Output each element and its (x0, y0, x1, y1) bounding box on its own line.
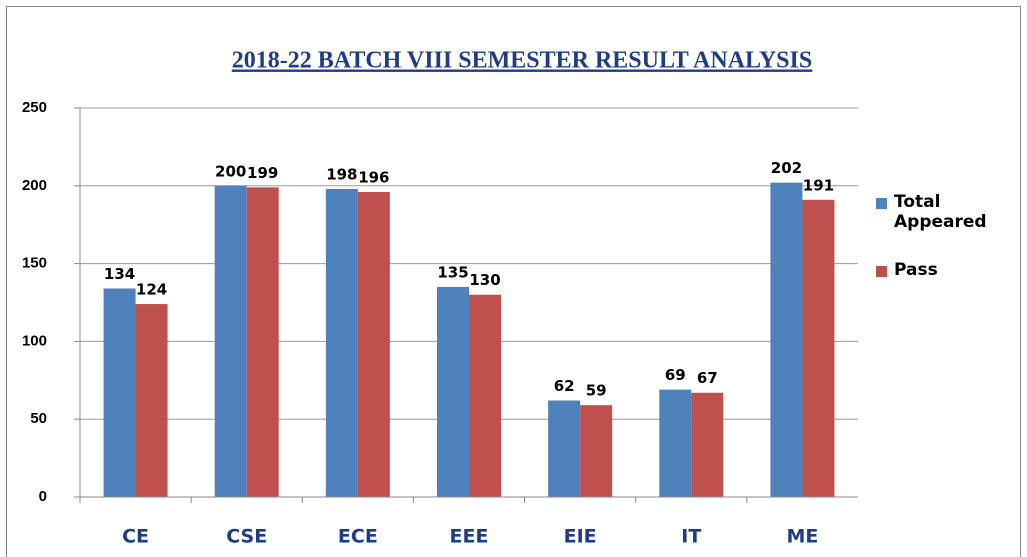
bar (580, 405, 613, 497)
data-label: 130 (469, 271, 500, 289)
data-label: 124 (136, 281, 167, 299)
x-tick-label: EEE (450, 526, 489, 548)
x-tick-label: CSE (226, 526, 267, 548)
y-tick-label: 200 (22, 177, 47, 194)
legend-swatch (876, 266, 887, 277)
data-label: 191 (803, 176, 834, 194)
y-tick-label: 150 (22, 255, 47, 272)
y-tick-label: 50 (30, 410, 47, 427)
legend-label: Pass (894, 260, 938, 280)
bar (325, 188, 358, 498)
legend: Total Appeared Pass (876, 192, 996, 308)
bar (135, 304, 168, 497)
x-tick-label: ME (786, 526, 818, 548)
data-label: 135 (437, 263, 468, 281)
x-tick-label: ECE (338, 526, 378, 548)
x-tick-label: CE (122, 526, 149, 548)
data-label: 134 (104, 265, 135, 283)
x-tick-label: EIE (564, 526, 597, 548)
data-label: 200 (215, 162, 246, 180)
bar (802, 199, 835, 497)
bar (103, 288, 136, 497)
bar (659, 389, 692, 497)
data-label: 202 (771, 159, 802, 177)
x-tick-label: IT (681, 526, 701, 548)
bar (548, 400, 581, 497)
y-tick-label: 0 (39, 488, 47, 505)
legend-item: Pass (876, 260, 996, 280)
legend-item: Total Appeared (876, 192, 996, 232)
bar (246, 187, 279, 497)
legend-label: Total Appeared (894, 192, 987, 232)
bar (691, 392, 724, 497)
frame (6, 6, 1021, 557)
data-label: 59 (586, 382, 607, 400)
bar (437, 286, 469, 497)
y-tick-label: 250 (22, 99, 47, 116)
data-label: 199 (247, 164, 278, 182)
data-label: 69 (665, 366, 686, 384)
bar (469, 294, 501, 497)
y-tick-label: 100 (22, 332, 47, 349)
data-label: 196 (358, 169, 389, 187)
legend-swatch (876, 198, 887, 209)
data-label: 62 (554, 377, 575, 395)
bar (357, 192, 390, 498)
data-label: 67 (697, 369, 718, 387)
chart-title: 2018-22 BATCH VIII SEMESTER RESULT ANALY… (232, 48, 812, 74)
bar (214, 185, 247, 498)
bar (770, 182, 803, 498)
data-label: 198 (326, 165, 357, 183)
